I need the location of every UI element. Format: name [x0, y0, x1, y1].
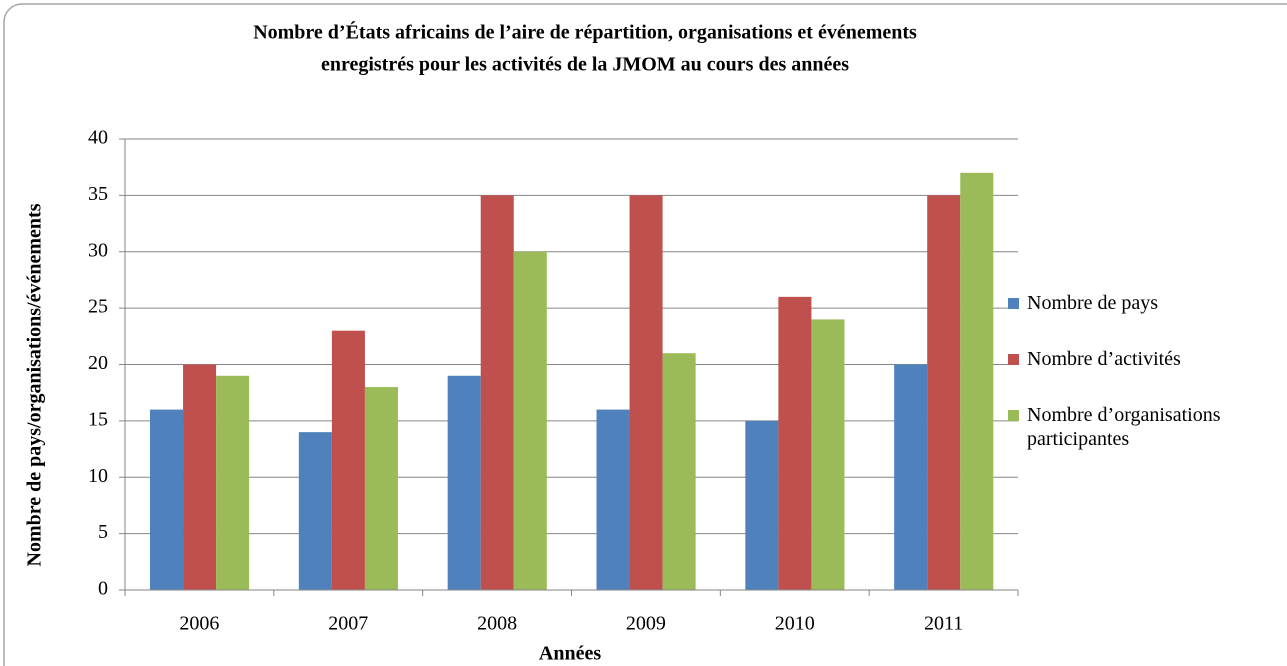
x-tick-label: 2007 — [328, 613, 368, 635]
bar — [745, 420, 779, 590]
legend-label: Nombre de pays — [1027, 292, 1159, 314]
bar — [596, 409, 630, 590]
bar — [894, 364, 928, 590]
bar — [480, 195, 514, 590]
bar — [216, 375, 250, 590]
x-tick-label: 2010 — [775, 613, 815, 635]
legend-item: Nombre d’organisations participantes — [1008, 403, 1283, 451]
y-tick-label: 40 — [88, 127, 108, 149]
legend-item: Nombre de pays — [1008, 291, 1283, 315]
x-tick-label: 2008 — [477, 613, 517, 635]
bar — [513, 251, 547, 590]
legend-label: Nombre d’organisations participantes — [1027, 404, 1221, 450]
legend-swatch — [1008, 410, 1019, 421]
bar — [364, 387, 398, 590]
x-tick-label: 2011 — [924, 613, 963, 635]
x-axis-label: Années — [539, 643, 601, 665]
y-tick-label: 20 — [88, 352, 108, 374]
legend-swatch — [1008, 354, 1019, 365]
bar — [960, 172, 994, 590]
bar — [447, 375, 481, 590]
bar — [150, 409, 184, 590]
bar — [629, 195, 663, 590]
legend-swatch — [1008, 298, 1019, 309]
bar — [183, 364, 217, 590]
x-tick-label: 2009 — [626, 613, 666, 635]
y-tick-label: 10 — [88, 465, 108, 487]
legend-item: Nombre d’activités — [1008, 347, 1283, 371]
y-tick-label: 30 — [88, 239, 108, 261]
bar — [927, 195, 961, 590]
bar — [662, 353, 696, 590]
chart-title: Nombre d’États africains de l’aire de ré… — [253, 21, 917, 44]
y-tick-label: 15 — [88, 408, 108, 430]
y-tick-label: 5 — [98, 521, 108, 543]
y-tick-label: 0 — [98, 578, 108, 600]
x-tick-label: 2006 — [179, 613, 219, 635]
bar — [298, 432, 332, 590]
legend-label: Nombre d’activités — [1027, 348, 1181, 370]
y-tick-label: 25 — [88, 296, 108, 318]
y-axis-label: Nombre de pays/organisations/événements — [24, 203, 46, 566]
y-tick-label: 35 — [88, 183, 108, 205]
chart-title: enregistrés pour les activités de la JMO… — [321, 54, 849, 76]
bar — [778, 296, 812, 590]
bar — [811, 319, 845, 590]
bar — [331, 330, 365, 590]
